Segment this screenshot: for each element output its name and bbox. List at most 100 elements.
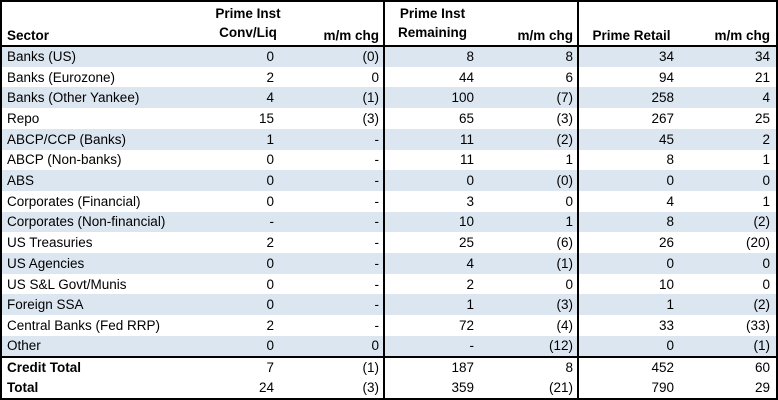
- col-header-prime-inst-conv-liq: Prime Inst Conv/Liq: [212, 2, 284, 47]
- value-cell: -: [284, 253, 385, 274]
- value-cell: (0): [284, 46, 385, 67]
- sector-cell: Corporates (Non-financial): [2, 211, 212, 233]
- value-cell: 2: [266, 235, 274, 251]
- col-header-prime-inst-remaining: Prime Inst Remaining: [384, 2, 480, 47]
- value-cell: 15: [258, 110, 274, 126]
- value-cell: (2): [684, 294, 776, 316]
- value-cell: 1: [384, 294, 480, 316]
- value-cell: 1: [480, 149, 579, 171]
- value-cell: 187: [384, 355, 480, 378]
- value-cell: 0: [266, 152, 274, 168]
- value-cell: -: [284, 273, 385, 295]
- value-cell: -: [284, 315, 385, 336]
- table-row: ABS 0-0 (0) 0 0: [2, 170, 776, 191]
- sector-cell: Banks (US): [2, 46, 212, 67]
- sector-cell: Other: [2, 335, 212, 357]
- value-cell: -: [284, 190, 385, 212]
- table-row: ABCP (Non-banks) 0-11 1 8 1: [2, 149, 776, 171]
- sector-cell: ABS: [2, 170, 212, 191]
- value-cell: 25: [458, 235, 474, 251]
- value-cell: 2: [684, 128, 776, 150]
- sector-cell: Banks (Eurozone): [7, 69, 116, 85]
- table-body: Banks (US) 0 (0) 8 8 34 34 Banks (Eurozone) 2 0 44…: [2, 46, 776, 398]
- table-row: US Agencies 0-4 (1) 0 0: [2, 253, 776, 274]
- value-cell: 0: [684, 253, 776, 274]
- value-cell: 0: [578, 253, 684, 274]
- table-row: Foreign SSA 0-1 (3) 1 (2): [2, 294, 776, 316]
- value-cell: 0: [212, 294, 284, 316]
- header-row: Sector Prime Inst Conv/Liq m/m chg Prime…: [2, 2, 776, 47]
- value-cell: 11: [459, 152, 474, 168]
- sector-cell: Repo: [7, 110, 40, 126]
- table-row: US Treasuries 2- 25 (6) 26 (20): [2, 232, 776, 254]
- value-cell: 2: [266, 317, 274, 333]
- value-cell: 34: [578, 46, 684, 67]
- value-cell: 8: [480, 355, 579, 378]
- sector-cell: Credit Total: [2, 355, 212, 378]
- value-cell: 8: [480, 46, 579, 67]
- table-row: Total 24 (3) 359 (21) 790 29: [2, 377, 776, 398]
- table-row: US S&L Govt/Munis 0-2 0 10 0: [2, 273, 776, 295]
- value-cell: 65: [458, 110, 474, 126]
- value-cell: 0: [212, 335, 284, 357]
- value-cell: 3: [466, 193, 474, 209]
- value-cell: 2: [266, 69, 274, 85]
- table-row: Banks (Eurozone) 2 0 44 6 94 21: [2, 66, 776, 88]
- col-header-mm-chg-1: m/m chg: [284, 2, 385, 47]
- value-cell: (20): [745, 235, 770, 251]
- value-cell: 4: [684, 87, 776, 109]
- value-cell: 94: [658, 69, 674, 85]
- value-cell: 4: [212, 87, 284, 109]
- value-cell: 21: [754, 69, 770, 85]
- col-header-prime-retail: Prime Retail: [578, 2, 684, 47]
- value-cell: 44: [458, 69, 474, 85]
- table-row: Banks (Other Yankee) 4 (1) 100 (7) 258 4: [2, 87, 776, 109]
- value-cell: -: [212, 211, 284, 233]
- table-row: Corporates (Non-financial) - -10 1 8 (2): [2, 211, 776, 233]
- value-cell: 24: [258, 380, 274, 396]
- value-cell: (1): [284, 355, 385, 378]
- value-cell: (3): [480, 294, 579, 316]
- sector-cell: Central Banks (Fed RRP): [7, 317, 161, 333]
- value-cell: 100: [384, 87, 480, 109]
- value-cell: 0: [266, 276, 274, 292]
- value-cell: 0: [578, 170, 684, 191]
- value-cell: 0: [480, 190, 579, 212]
- table-row: Banks (US) 0 (0) 8 8 34 34: [2, 46, 776, 67]
- value-cell: 267: [651, 110, 674, 126]
- sector-cell: US S&L Govt/Munis: [7, 276, 127, 292]
- sector-cell: Foreign SSA: [2, 294, 212, 316]
- value-cell: (2): [684, 211, 776, 233]
- value-cell: 1: [578, 294, 684, 316]
- value-cell: 4: [666, 193, 674, 209]
- value-cell: (2): [480, 128, 579, 150]
- table-row: Repo 15 (3) 65 (3) 267 25: [2, 108, 776, 129]
- value-cell: 258: [578, 87, 684, 109]
- value-cell: (3): [284, 108, 385, 129]
- value-cell: 1: [212, 128, 284, 150]
- value-cell: 1: [762, 193, 770, 209]
- value-cell: -: [284, 211, 385, 233]
- value-cell: 26: [658, 235, 674, 251]
- value-cell: 8: [578, 211, 684, 233]
- value-cell: -: [284, 232, 385, 254]
- value-cell: (4): [480, 315, 579, 336]
- value-cell: 452: [578, 355, 684, 378]
- value-cell: (1): [684, 335, 776, 357]
- value-cell: 0: [284, 335, 385, 357]
- value-cell: 0: [384, 170, 480, 191]
- sector-cell: US Treasuries: [7, 235, 93, 251]
- value-cell: 0: [284, 66, 385, 88]
- value-cell: (21): [480, 377, 579, 398]
- sector-cell: ABCP/CCP (Banks): [2, 128, 212, 150]
- value-cell: (0): [480, 170, 579, 191]
- value-cell: 0: [480, 273, 579, 295]
- value-cell: 1: [762, 152, 770, 168]
- value-cell: -: [284, 294, 385, 316]
- table-row: ABCP/CCP (Banks) 1-11 (2) 45 2: [2, 128, 776, 150]
- value-cell: 10: [658, 276, 674, 292]
- value-cell: (6): [480, 232, 579, 254]
- value-cell: 1: [480, 211, 579, 233]
- value-cell: 25: [754, 110, 770, 126]
- value-cell: (1): [480, 253, 579, 274]
